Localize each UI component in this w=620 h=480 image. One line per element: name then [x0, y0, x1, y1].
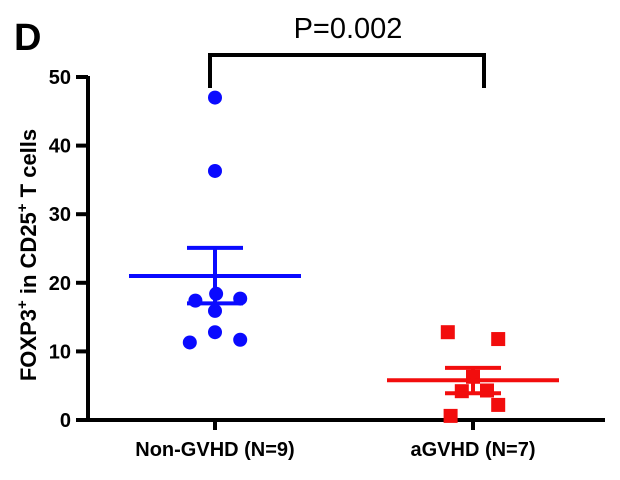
significance-bracket	[208, 53, 486, 88]
y-tick-label: 0	[60, 410, 71, 432]
data-point	[480, 383, 494, 398]
y-tick-label: 30	[49, 204, 71, 226]
y-tick-label: 10	[49, 341, 71, 363]
series-group	[387, 325, 559, 423]
data-point	[440, 325, 455, 340]
y-axis-label-part: T cells	[16, 129, 41, 204]
x-axis: Non-GVHD (N=9) aGVHD (N=7)	[86, 418, 605, 461]
data-point	[233, 332, 248, 347]
data-point	[208, 325, 222, 340]
data-point	[182, 335, 197, 350]
y-tick-label: 50	[49, 67, 71, 89]
panel-label: D	[14, 17, 41, 59]
data-marks	[129, 90, 559, 423]
data-point	[491, 397, 506, 412]
y-axis-label-part: +	[14, 300, 31, 309]
y-axis-label: FOXP3+ in CD25+ T cells	[14, 129, 41, 381]
y-axis: 0 10 20 30 40 50	[49, 67, 90, 432]
data-point	[208, 303, 222, 318]
y-tick-label: 40	[49, 136, 71, 158]
data-point	[443, 408, 458, 423]
data-point	[208, 90, 222, 105]
series-group	[129, 90, 301, 350]
p-value-annotation: P=0.002	[294, 13, 403, 45]
y-axis-label-part: +	[14, 203, 31, 212]
y-axis-label-part: FOXP3	[16, 309, 41, 381]
data-point	[454, 384, 469, 399]
y-axis-label-part: in CD25	[16, 212, 41, 300]
data-point	[208, 163, 222, 178]
data-point	[188, 293, 203, 308]
data-point	[491, 332, 506, 347]
y-tick-label: 20	[49, 273, 71, 295]
x-category-label: Non-GVHD (N=9)	[135, 439, 294, 461]
x-category-label: aGVHD (N=7)	[410, 439, 535, 461]
